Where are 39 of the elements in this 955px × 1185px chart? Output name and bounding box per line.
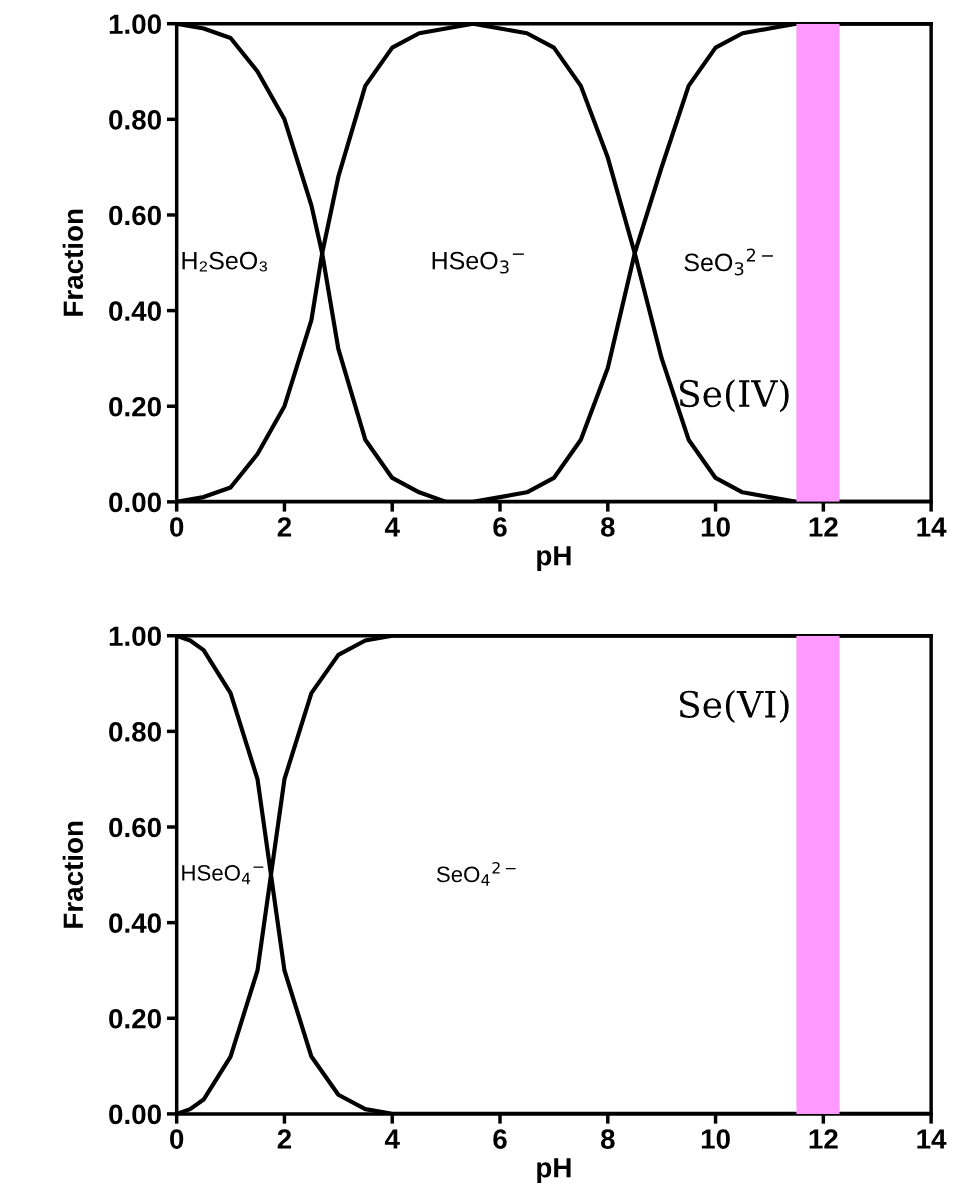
x-tick-label: 2 bbox=[277, 517, 292, 537]
x-axis-title: pH bbox=[537, 546, 571, 572]
annotation: SeO$_{4}$$^{2−}$ bbox=[436, 861, 516, 886]
annotation: H₂SeO₃ bbox=[182, 251, 267, 272]
annotation: HSeO$_{3}$$^{−}$ bbox=[432, 251, 524, 274]
x-tick-label: 10 bbox=[701, 517, 730, 537]
x-tick-label: 4 bbox=[384, 517, 400, 537]
x-tick-label: 14 bbox=[917, 517, 947, 537]
y-tick-label: 0.60 bbox=[109, 817, 161, 838]
x-tick-label: 8 bbox=[600, 517, 615, 537]
y-tick-label: 0.40 bbox=[109, 301, 161, 321]
y-tick-label: 1.00 bbox=[109, 626, 161, 647]
text: Se(VI) bbox=[679, 689, 789, 724]
x-tick-label: 6 bbox=[493, 517, 507, 537]
y-tick-label: 0.80 bbox=[109, 722, 161, 742]
y-tick-label: 0.40 bbox=[109, 913, 161, 933]
y-tick-label: 1.00 bbox=[109, 14, 161, 35]
annotation: SeO$_{3}$$^{2−}$ bbox=[684, 248, 773, 276]
x-tick-label: 2 bbox=[277, 1129, 292, 1149]
x-tick-label: 8 bbox=[600, 1129, 615, 1149]
x-tick-label: 12 bbox=[809, 517, 838, 537]
annotation: HSeO$_{4}$$^{−}$ bbox=[182, 865, 264, 885]
y-axis-title: Fraction bbox=[62, 821, 84, 928]
y-tick-label: 0.60 bbox=[109, 205, 161, 226]
x-axis-title: pH bbox=[537, 1158, 571, 1184]
y-axis-title: Fraction bbox=[62, 209, 84, 316]
x-tick-label: 10 bbox=[701, 1129, 730, 1149]
x-tick-label: 4 bbox=[384, 1129, 400, 1149]
x-tick-label: 14 bbox=[917, 1129, 947, 1149]
y-tick-label: 0.20 bbox=[109, 396, 161, 417]
x-tick-label: 0 bbox=[170, 517, 184, 537]
x-tick-label: 0 bbox=[170, 1129, 184, 1149]
y-tick-label: 0.80 bbox=[109, 110, 161, 130]
text: Se(IV) bbox=[679, 379, 789, 413]
y-tick-label: 0.00 bbox=[109, 1104, 161, 1125]
y-tick-label: 0.20 bbox=[109, 1008, 161, 1029]
x-tick-label: 6 bbox=[493, 1129, 507, 1149]
x-tick-label: 12 bbox=[809, 1129, 838, 1149]
y-tick-label: 0.00 bbox=[109, 492, 161, 513]
